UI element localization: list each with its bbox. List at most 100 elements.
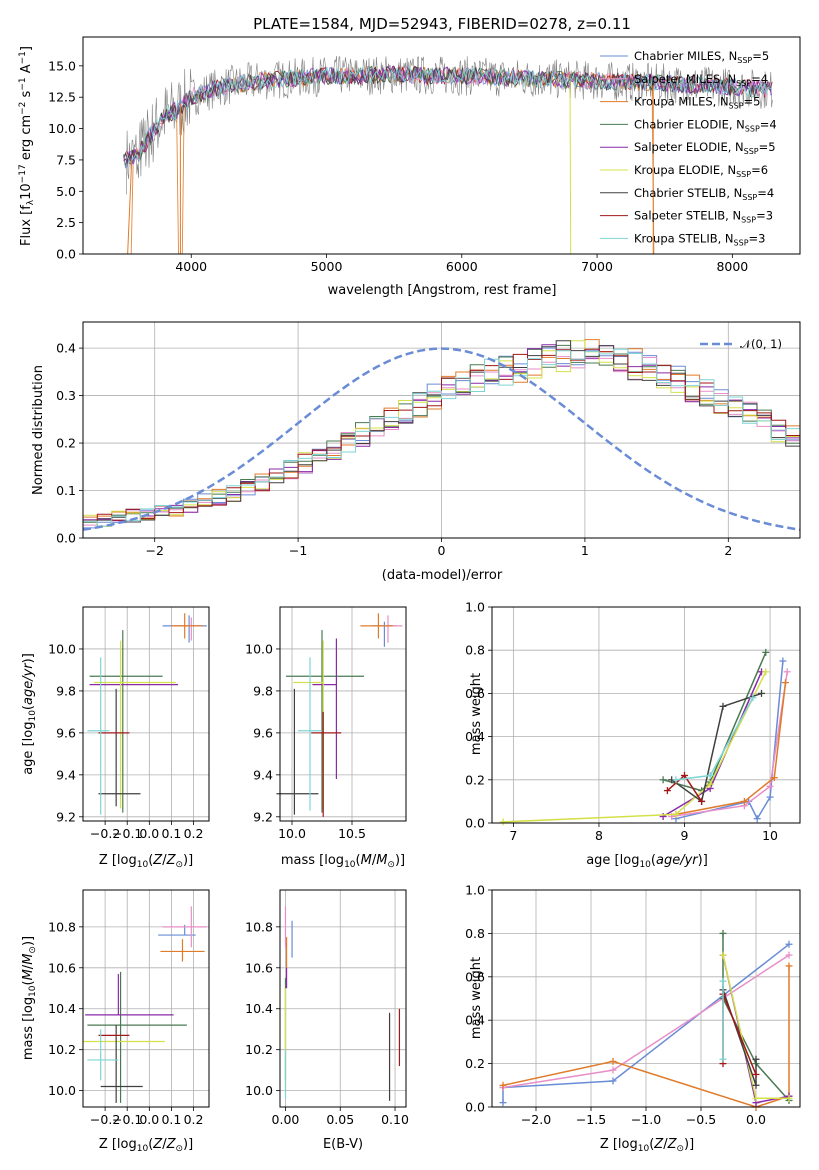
spectrum-ytick-label: 5.0 [56,184,76,199]
spectrum-ytick-label: 7.5 [56,152,76,167]
residuals-xtick-label: −1 [289,543,307,558]
residuals-xtick-label: 2 [724,543,732,558]
massz-ytick-label: 10.2 [48,1042,76,1057]
legend-label: Salpeter ELODIE, NSSP=5 [634,140,776,156]
legend-label: Kroupa STELIB, NSSP=3 [634,231,765,247]
massebv-ytick-label: 10.0 [245,1083,273,1098]
massebv-ytick-label: 10.6 [245,960,273,975]
spectrum-xtick-label: 8000 [716,259,748,274]
massz-xtick-label: −0.2 [90,1112,120,1127]
spectrum-xtick-label: 6000 [446,259,478,274]
agemass-frame [279,606,407,822]
spectrum-ytick-label: 10.0 [48,121,76,136]
mwage-ytick-label: 0.4 [465,729,485,744]
mwage-xtick-label: 9 [681,828,689,843]
spectrum-ylabel: Flux [fλ10−17 erg cm−2 s−1 A−1] [18,46,36,246]
mwz-xtick-label: −1.0 [631,1112,661,1127]
agemass-ytick-label: 9.6 [253,725,273,740]
legend-label: Chabrier ELODIE, NSSP=4 [634,117,777,133]
massebv-ytick-label: 10.8 [245,919,273,934]
agez-xtick-label: 0.0 [139,826,159,841]
mwage-ytick-label: 1.0 [465,600,485,615]
spectrum-ytick-label: 15.0 [48,58,76,73]
residuals-panel: −2 −1 0 1 2 0.0 0.1 0.2 0.3 0.4 𝒩(0, 1) [56,321,801,558]
mwage-ytick-label: 0.2 [465,772,485,787]
spectrum-model-line [123,65,772,162]
agez-ytick-label: 9.6 [56,725,76,740]
legend-label-tail: =5 [744,95,761,109]
massz-xtick-label: 0.1 [161,1112,181,1127]
age-z-panel: −0.2−0.10.0 0.1 0.2 9.2 9.4 9.6 9.8 10.0 [48,606,210,841]
mass-z-panel: −0.2−0.10.0 0.1 0.2 10.0 10.2 10.4 10.6 10.8 [48,889,210,1127]
mwz-ytick-label: 0.4 [465,1013,485,1028]
mwz-xtick-label: 0.0 [746,1112,766,1127]
massebv-xtick-label: 0.05 [326,1112,354,1127]
massz-ytick-label: 10.4 [48,1001,76,1016]
agez-xtick-label: 0.2 [184,826,204,841]
legend-label: Salpeter MILES, NSSP=4 [634,72,768,88]
mwage-xtick-label: 7 [509,828,517,843]
mwage-line [671,671,788,818]
spectrum-ytick-label: 0.0 [56,247,76,262]
agez-xtick-label: 0.1 [161,826,181,841]
agez-xtick-label: −0.1 [112,826,142,841]
legend-label-tail: =3 [749,231,766,245]
mw-age-xlabel: age [log10(age/yr)] [586,853,708,870]
agez-frame [82,606,210,822]
agemass-ytick-label: 10.0 [245,641,273,656]
age-z-ylabel: age [log10(age/yr)] [21,653,38,775]
legend-label-tail: =4 [760,117,777,131]
legend-label: 𝒩(0, 1) [740,337,782,351]
massz-frame [82,889,210,1108]
mwage-ytick-label: 0.8 [465,643,485,658]
legend-label-sub: SSP [737,56,752,65]
legend-label: Salpeter STELIB, NSSP=3 [634,209,773,225]
legend-label: Kroupa MILES, NSSP=5 [634,95,760,111]
mwz-frame [491,889,801,1108]
residuals-xtick-label: −2 [145,543,163,558]
age-z-xlabel: Z [log10(Z/Z⊙)] [99,853,193,870]
legend-label-sub: SSP [736,79,751,88]
legend-label-sub: SSP [742,193,757,202]
mwage-xtick-label: 8 [595,828,603,843]
legend-label: Chabrier MILES, NSSP=5 [634,49,769,65]
legend-label-sub: SSP [736,170,751,179]
mwz-xtick-label: −1.5 [576,1112,606,1127]
mwage-line [662,652,767,792]
mwage-xtick-label: 10 [762,828,778,843]
agez-ytick-label: 9.2 [56,809,76,824]
massebv-xtick-label: 0.00 [272,1112,300,1127]
mwz-line [722,989,757,1086]
residuals-frame [82,321,801,539]
legend-label-sub: SSP [741,216,756,225]
age-mass-panel: 10.0 10.5 9.2 9.4 9.6 9.8 10.0 [245,606,407,841]
mwage-line [671,692,762,803]
mwz-line [722,993,757,1075]
mwage-ytick-label: 0.0 [465,816,485,831]
legend-label-tail: =4 [757,186,774,200]
spectrum-ytick-label: 12.5 [48,90,76,105]
massz-xtick-label: 0.0 [139,1112,159,1127]
spectrum-frame [82,36,801,255]
mass-z-xlabel: Z [log10(Z/Z⊙)] [99,1137,193,1154]
mwz-ytick-label: 0.0 [465,1100,485,1115]
mw-z-ylabel: mass weight [469,957,484,1039]
mwz-ytick-label: 1.0 [465,883,485,898]
mwz-ytick-label: 0.2 [465,1056,485,1071]
massz-ytick-label: 10.0 [48,1083,76,1098]
spectrum-model-edge [127,159,133,255]
gaussian-curve [82,347,801,531]
agez-xtick-label: −0.2 [90,826,120,841]
legend-label-tail: =4 [751,72,768,86]
agemass-xtick-label: 10.0 [278,826,306,841]
legend-label-tail: =3 [756,209,773,223]
massz-xtick-label: −0.1 [112,1112,142,1127]
legend-label-sub: SSP [745,124,760,133]
mass-z-ylabel: mass [log10(M/M⊙)] [21,936,38,1060]
spectrum-model-edge [569,80,572,255]
agez-ytick-label: 9.4 [56,767,76,782]
residuals-ytick-label: 0.4 [56,341,76,356]
massebv-ytick-label: 10.4 [245,1001,273,1016]
spectrum-xtick-label: 5000 [311,259,343,274]
